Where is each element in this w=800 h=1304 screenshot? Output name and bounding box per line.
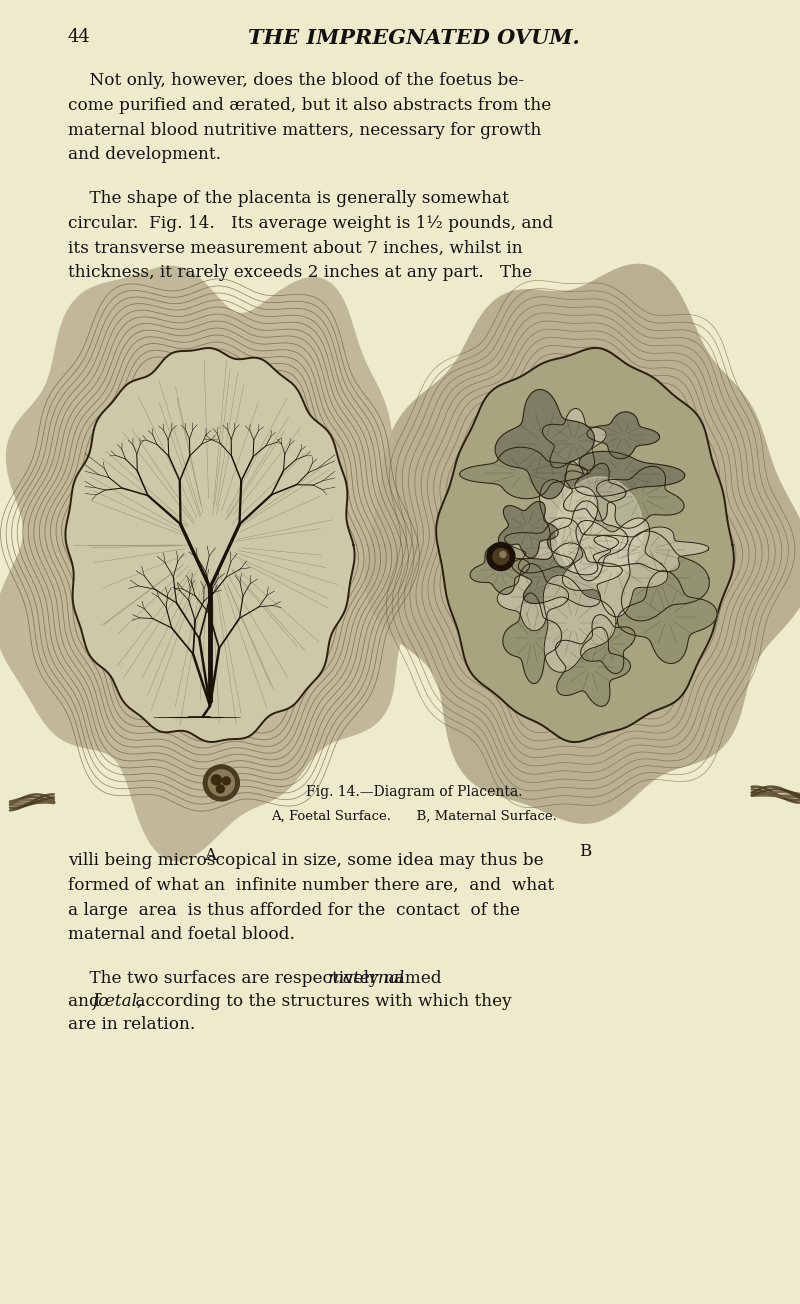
Polygon shape [0, 266, 444, 861]
Polygon shape [622, 531, 710, 621]
Polygon shape [498, 502, 558, 558]
Polygon shape [562, 518, 668, 617]
Polygon shape [470, 546, 530, 595]
Polygon shape [436, 348, 734, 742]
Polygon shape [543, 575, 616, 673]
Ellipse shape [556, 477, 643, 583]
Polygon shape [497, 563, 569, 631]
Circle shape [208, 769, 234, 795]
Circle shape [493, 549, 509, 565]
Text: Fig. 14.—Diagram of Placenta.: Fig. 14.—Diagram of Placenta. [306, 785, 522, 799]
Text: Not only, however, does the blood of the foetus be-
come purified and ærated, bu: Not only, however, does the blood of the… [68, 72, 551, 163]
Polygon shape [505, 518, 618, 575]
Circle shape [203, 765, 239, 801]
Polygon shape [555, 627, 630, 707]
Text: B: B [579, 842, 591, 859]
Text: The two surfaces are respectively named: The two surfaces are respectively named [68, 970, 447, 987]
Circle shape [216, 785, 224, 793]
Polygon shape [587, 412, 659, 459]
Text: and: and [68, 994, 106, 1011]
Text: villi being microscopical in size, some idea may thus be
formed of what an  infi: villi being microscopical in size, some … [68, 852, 554, 943]
Text: are in relation.: are in relation. [68, 1016, 195, 1033]
Polygon shape [542, 408, 606, 471]
Text: A: A [204, 848, 216, 865]
Circle shape [222, 777, 230, 785]
Polygon shape [596, 467, 684, 528]
Polygon shape [581, 614, 635, 674]
Polygon shape [618, 571, 717, 664]
Text: fœtal,: fœtal, [91, 994, 142, 1011]
Polygon shape [563, 463, 626, 522]
Text: A, Foetal Surface.      B, Maternal Surface.: A, Foetal Surface. B, Maternal Surface. [271, 810, 557, 823]
Polygon shape [512, 542, 622, 606]
Text: 44: 44 [68, 27, 90, 46]
Polygon shape [503, 593, 562, 683]
Polygon shape [66, 348, 354, 742]
Polygon shape [594, 527, 709, 571]
Circle shape [487, 542, 515, 571]
Polygon shape [495, 390, 594, 498]
Text: according to the structures with which they: according to the structures with which t… [130, 994, 512, 1011]
Text: The shape of the placenta is generally somewhat
circular.  Fig. 14.   Its averag: The shape of the placenta is generally s… [68, 190, 554, 282]
Polygon shape [539, 480, 598, 567]
Text: maternal: maternal [327, 970, 405, 987]
Text: THE IMPREGNATED OVUM.: THE IMPREGNATED OVUM. [248, 27, 580, 48]
Circle shape [500, 552, 506, 558]
Polygon shape [365, 265, 800, 823]
Polygon shape [574, 451, 685, 497]
Polygon shape [547, 501, 628, 580]
Circle shape [211, 775, 222, 785]
Polygon shape [459, 447, 587, 498]
